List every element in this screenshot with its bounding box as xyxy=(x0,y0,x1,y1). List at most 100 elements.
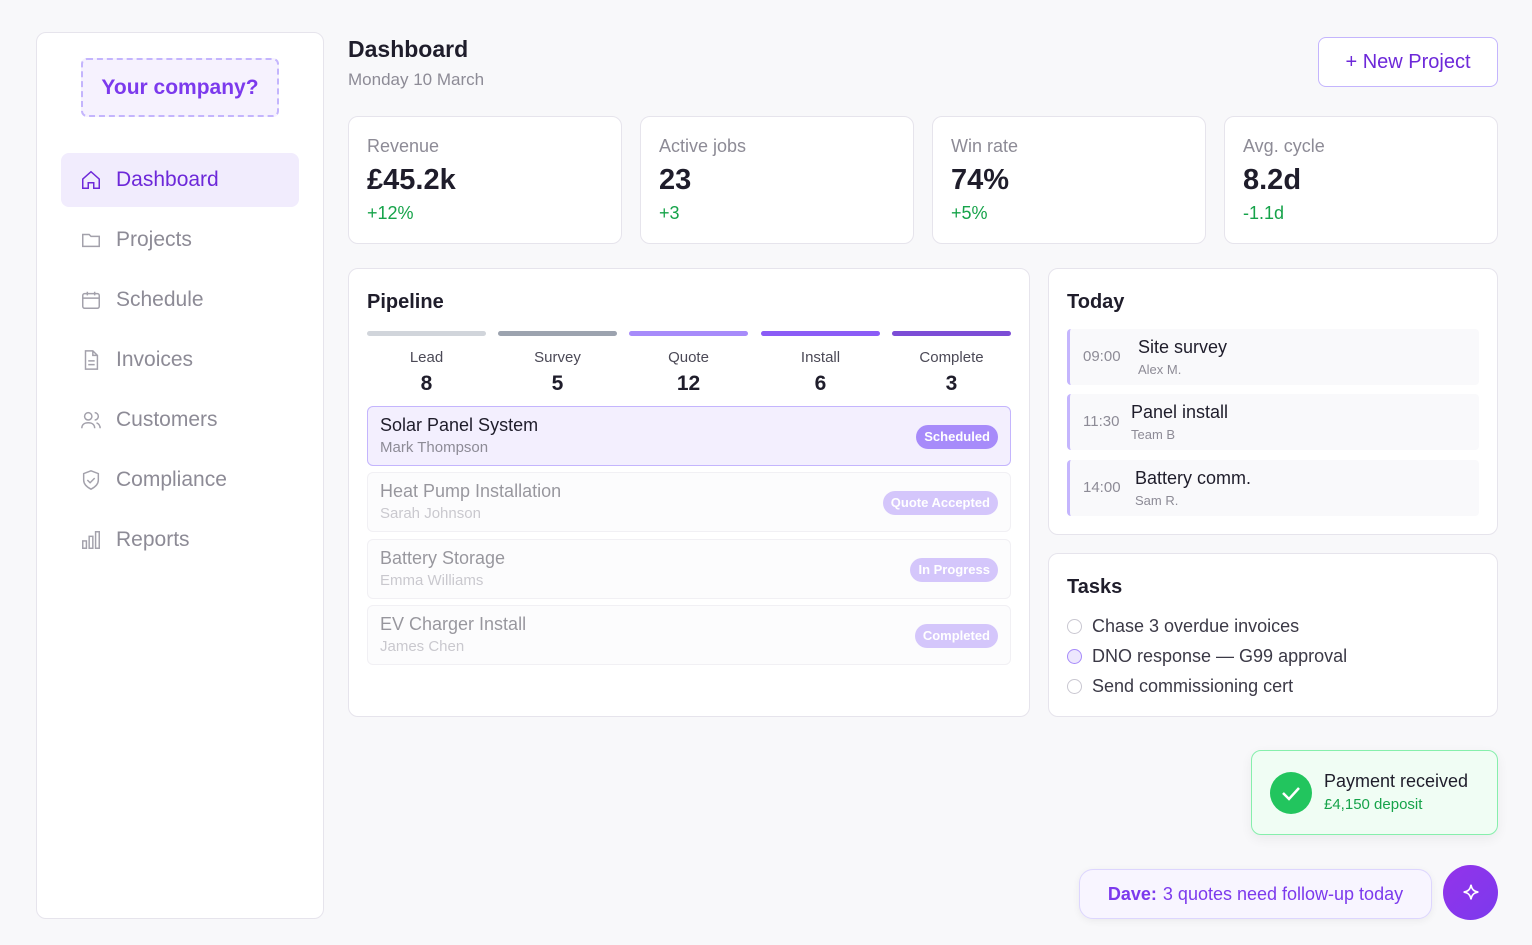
kpi-delta: +5% xyxy=(951,203,988,223)
toast-title: Payment received xyxy=(1324,771,1469,791)
logo-placeholder[interactable]: Your company? xyxy=(81,58,279,117)
assistant-name: Dave: xyxy=(1107,883,1157,904)
task-label: DNO response — G99 approval xyxy=(1092,646,1348,666)
stage-bar xyxy=(367,331,486,336)
status-badge: Quote Accepted xyxy=(882,491,998,515)
card-title: Pipeline xyxy=(367,291,444,313)
item-sub: Team B xyxy=(1131,427,1176,442)
project-row[interactable]: Battery Storage Emma Williams In Progress xyxy=(367,539,1011,599)
stage-bar xyxy=(629,331,748,336)
task-item[interactable]: Chase 3 overdue invoices xyxy=(1067,616,1299,637)
status-badge: Completed xyxy=(914,624,998,648)
kpi-delta: -1.1d xyxy=(1243,203,1285,223)
task-checkbox[interactable] xyxy=(1067,679,1082,694)
project-row[interactable]: Heat Pump Installation Sarah Johnson Quote… xyxy=(367,472,1011,532)
stage-count: 3 xyxy=(945,372,958,395)
item-sub: Sam R. xyxy=(1135,493,1179,508)
project-customer: Sarah Johnson xyxy=(380,505,481,522)
nav-label: Schedule xyxy=(116,288,204,311)
stage-name: Install xyxy=(800,349,841,366)
tasks-card: Tasks Chase 3 overdue invoices DNO respo… xyxy=(1048,553,1498,717)
project-row[interactable]: Solar Panel System Mark Thompson Scheduled xyxy=(367,406,1011,466)
today-card: Today 09:00 Site survey Alex M. 11:30 Panel… xyxy=(1048,268,1498,535)
new-project-button[interactable]: + New Project xyxy=(1318,37,1498,87)
nav-label: Projects xyxy=(116,228,192,251)
item-title: Battery comm. xyxy=(1135,468,1252,488)
kpi-card: Win rate 74% +5% xyxy=(932,116,1206,244)
project-customer: James Chen xyxy=(380,638,465,655)
item-time: 14:00 xyxy=(1083,479,1121,496)
stage-bar xyxy=(892,331,1011,336)
nav-item[interactable]: Schedule xyxy=(61,273,299,327)
success-icon xyxy=(1270,772,1312,814)
kpi-value: £45.2k xyxy=(367,164,456,196)
sparkle-icon xyxy=(1463,884,1478,900)
project-row[interactable]: EV Charger Install James Chen Completed xyxy=(367,605,1011,665)
nav-item[interactable]: Customers xyxy=(61,393,299,447)
item-title: Site survey xyxy=(1138,337,1228,357)
task-item[interactable]: DNO response — G99 approval xyxy=(1067,646,1347,667)
stage-count: 8 xyxy=(420,372,433,395)
item-sub: Alex M. xyxy=(1138,362,1182,377)
nav-label: Dashboard xyxy=(116,168,219,191)
stage: Survey 5 xyxy=(498,331,617,396)
stage-name: Survey xyxy=(534,349,581,366)
nav-item[interactable]: Projects xyxy=(61,213,299,267)
shield-icon xyxy=(82,470,100,490)
assistant-message[interactable]: Dave: 3 quotes need follow-up today xyxy=(1079,869,1432,919)
calendar-icon xyxy=(82,291,100,309)
nav-item[interactable]: Invoices xyxy=(61,333,299,387)
stage-count: 5 xyxy=(551,372,564,395)
item-time: 11:30 xyxy=(1083,413,1120,430)
toast-detail: £4,150 deposit xyxy=(1324,796,1423,813)
schedule-item[interactable]: 14:00 Battery comm. Sam R. xyxy=(1067,460,1479,516)
nav-item[interactable]: Dashboard xyxy=(61,153,299,207)
stage-name: Complete xyxy=(919,349,984,366)
project-customer: Mark Thompson xyxy=(380,439,489,456)
file-icon xyxy=(84,350,99,370)
pipeline-card: Pipeline Lead 8 Survey 5 Quote 12 Install 6 … xyxy=(348,268,1030,717)
kpi-delta: +3 xyxy=(659,203,680,223)
users-icon xyxy=(81,411,101,429)
nav-item[interactable]: Compliance xyxy=(61,453,299,507)
kpi-card: Active jobs 23 +3 xyxy=(640,116,914,244)
item-title: Panel install xyxy=(1131,402,1229,422)
task-label: Chase 3 overdue invoices xyxy=(1092,616,1300,636)
project-name: Heat Pump Installation xyxy=(380,481,562,501)
status-badge: Scheduled xyxy=(916,425,998,449)
page-date: Monday 10 March xyxy=(348,70,485,89)
stage-name: Lead xyxy=(409,349,444,366)
schedule-item[interactable]: 11:30 Panel install Team B xyxy=(1067,394,1479,450)
kpi-value: 23 xyxy=(659,164,692,196)
assistant-text: 3 quotes need follow-up today xyxy=(1162,883,1404,904)
assistant-button[interactable] xyxy=(1443,865,1498,920)
project-name: Battery Storage xyxy=(380,548,506,568)
task-item[interactable]: Send commissioning cert xyxy=(1067,676,1293,697)
kpi-label: Revenue xyxy=(367,136,440,156)
stage-bar xyxy=(498,331,617,336)
kpi-delta: +12% xyxy=(367,203,414,223)
kpi-label: Avg. cycle xyxy=(1243,136,1325,156)
stage: Quote 12 xyxy=(629,331,748,396)
status-badge: In Progress xyxy=(910,558,998,582)
nav-label: Reports xyxy=(116,528,190,551)
stage: Lead 8 xyxy=(367,331,486,396)
task-label: Send commissioning cert xyxy=(1092,676,1294,696)
kpi-value: 74% xyxy=(951,164,1010,196)
project-name: Solar Panel System xyxy=(380,415,539,435)
card-title: Tasks xyxy=(1067,576,1123,598)
nav-item[interactable]: Reports xyxy=(61,513,299,567)
project-customer: Emma Williams xyxy=(380,572,484,589)
schedule-item[interactable]: 09:00 Site survey Alex M. xyxy=(1067,329,1479,385)
stage: Install 6 xyxy=(761,331,880,396)
kpi-label: Active jobs xyxy=(659,136,747,156)
task-checkbox[interactable] xyxy=(1067,619,1082,634)
card-title: Today xyxy=(1067,291,1125,313)
nav-label: Compliance xyxy=(116,468,227,491)
task-checkbox[interactable] xyxy=(1067,649,1082,664)
nav-label: Customers xyxy=(116,408,218,431)
kpi-label: Win rate xyxy=(951,136,1019,156)
item-time: 09:00 xyxy=(1083,348,1121,365)
